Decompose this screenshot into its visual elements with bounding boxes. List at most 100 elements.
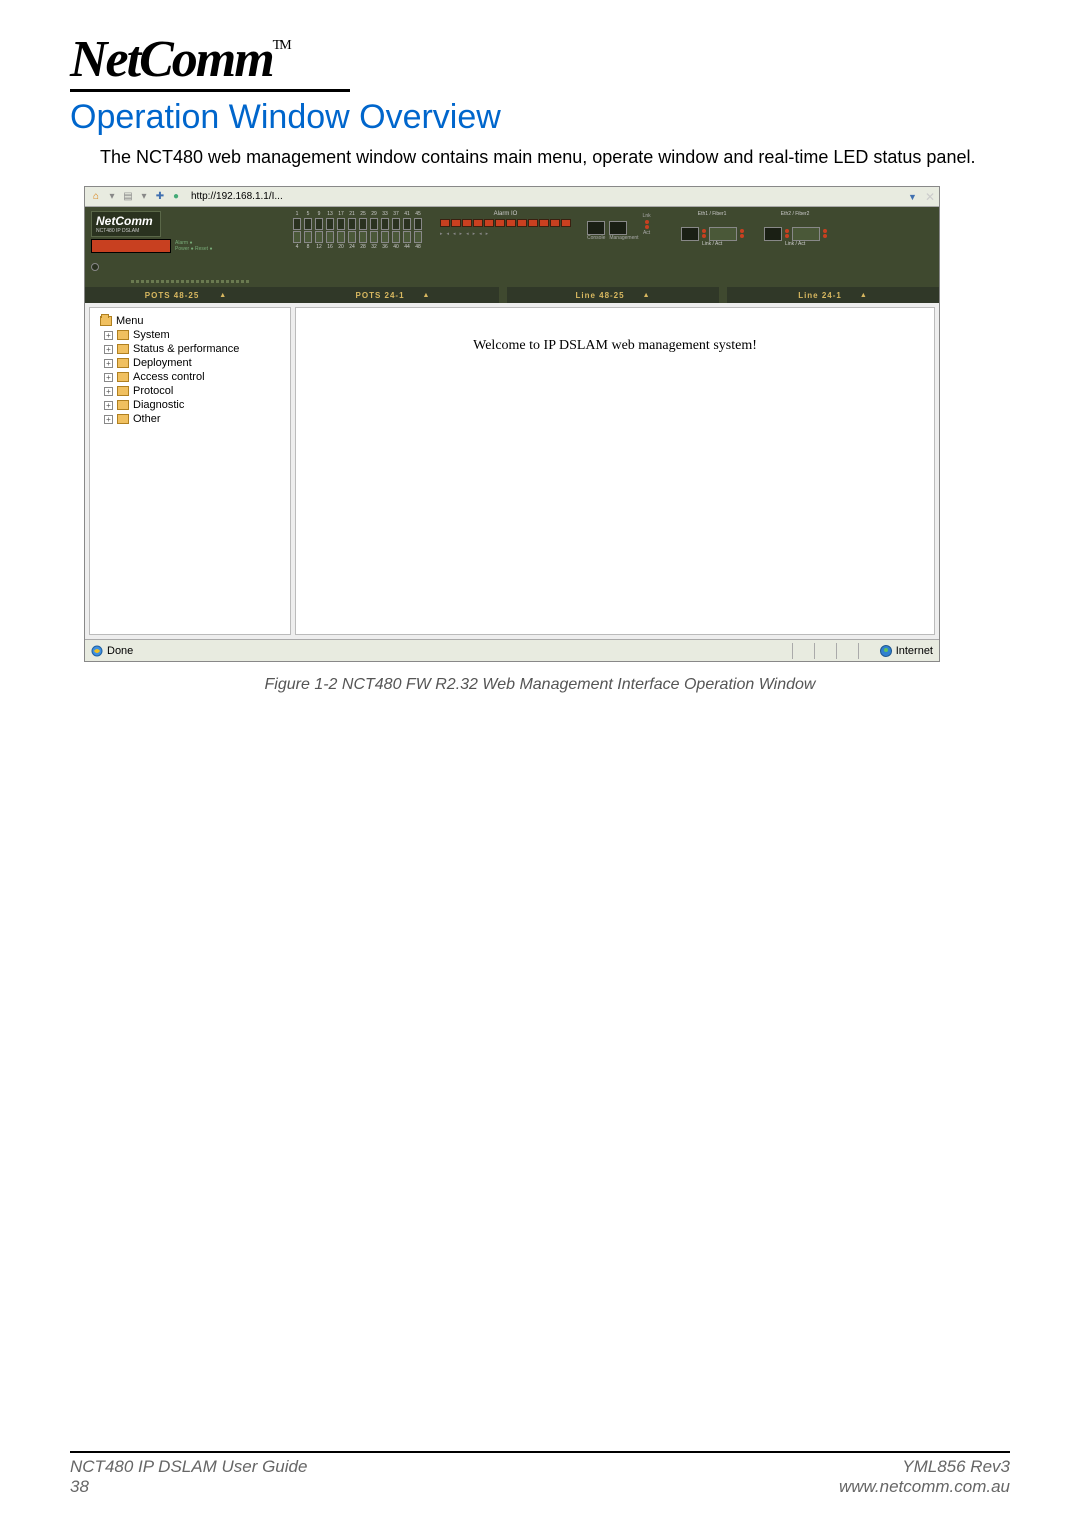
eth1-port bbox=[681, 227, 699, 241]
footer-url: www.netcomm.com.au bbox=[839, 1477, 1010, 1497]
folder-icon bbox=[117, 414, 129, 424]
fiber1-section: Eth1 / Fiber1 Link / Act bbox=[681, 211, 744, 299]
console-port bbox=[587, 221, 605, 235]
expand-icon[interactable]: + bbox=[104, 359, 113, 368]
lnk-led bbox=[645, 220, 649, 224]
fiber1-port bbox=[709, 227, 737, 241]
expand-icon[interactable]: + bbox=[104, 331, 113, 340]
expand-icon[interactable]: + bbox=[104, 373, 113, 382]
address-bar: ⌂ ▾ ▤ ▾ ✚ ● http://192.168.1.1/I... ▼ ✕ bbox=[85, 187, 939, 207]
folder-icon bbox=[117, 386, 129, 396]
browser-window: ⌂ ▾ ▤ ▾ ✚ ● http://192.168.1.1/I... ▼ ✕ … bbox=[84, 186, 940, 662]
console-label: Console bbox=[587, 235, 605, 241]
menu-root[interactable]: Menu bbox=[94, 314, 286, 328]
pots-tab-left: POTS 48-25▲ bbox=[85, 287, 287, 303]
pots-dots bbox=[131, 280, 249, 283]
management-ports: Console Management Lnk Act bbox=[587, 211, 651, 299]
port-grid: 1458912131617202124252829323336374041444… bbox=[293, 211, 422, 299]
tab-line24: Line 24-1▲ bbox=[727, 287, 939, 303]
expand-icon[interactable]: + bbox=[104, 387, 113, 396]
menu-item-deployment[interactable]: + Deployment bbox=[94, 356, 286, 370]
menu-item-diagnostic[interactable]: + Diagnostic bbox=[94, 398, 286, 412]
status-bar-graphic bbox=[91, 239, 171, 253]
folder-open-icon bbox=[100, 316, 112, 326]
footer-title: NCT480 IP DSLAM User Guide bbox=[70, 1457, 307, 1477]
menu-item-status-performance[interactable]: + Status & performance bbox=[94, 342, 286, 356]
intro-text: The NCT480 web management window contain… bbox=[100, 147, 1010, 168]
alarm-row bbox=[440, 219, 571, 227]
status-zone: Internet bbox=[896, 645, 933, 657]
print-icon[interactable]: ✚ bbox=[153, 190, 167, 204]
welcome-text: Welcome to IP DSLAM web management syste… bbox=[473, 338, 757, 353]
figure-caption: Figure 1-2 NCT480 FW R2.32 Web Managemen… bbox=[70, 676, 1010, 694]
status-done: Done bbox=[107, 645, 133, 657]
menu-item-label: Access control bbox=[133, 371, 205, 383]
mgmt-label: Management bbox=[609, 235, 638, 241]
right-tabs: POTS 24-1▲ Line 48-25▲ Line 24-1▲ bbox=[287, 287, 939, 303]
eth2-port bbox=[764, 227, 782, 241]
led-right-section: 1458912131617202124252829323336374041444… bbox=[287, 207, 939, 303]
menu-tree: Menu + System + Status & performance + Deploy… bbox=[89, 307, 291, 635]
main-area: Menu + System + Status & performance + Deploy… bbox=[85, 303, 939, 639]
menu-item-label: Deployment bbox=[133, 357, 192, 369]
folder-icon bbox=[117, 400, 129, 410]
menu-item-access-control[interactable]: + Access control bbox=[94, 370, 286, 384]
menu-root-label: Menu bbox=[116, 315, 144, 327]
tab-pots24: POTS 24-1▲ bbox=[287, 287, 499, 303]
status-bar: Done Internet bbox=[85, 639, 939, 661]
device-brand: NetComm bbox=[96, 214, 156, 228]
toolbar-dropdown-icon[interactable]: ▼ bbox=[908, 192, 917, 202]
fiber2-section: Eth2 / Fiber2 Link / Act bbox=[764, 211, 827, 299]
alarm-io-section: Alarm IO ▸◂◂▸◂▸◂▸ bbox=[440, 211, 571, 299]
url-text[interactable]: http://192.168.1.1/I... bbox=[191, 191, 283, 202]
expand-icon[interactable]: + bbox=[104, 415, 113, 424]
footer-page-num: 38 bbox=[70, 1477, 307, 1497]
folder-icon bbox=[117, 330, 129, 340]
page-footer: NCT480 IP DSLAM User Guide 38 YML856 Rev… bbox=[70, 1451, 1010, 1497]
folder-icon bbox=[117, 372, 129, 382]
footer-left: NCT480 IP DSLAM User Guide 38 bbox=[70, 1457, 307, 1497]
fiber2-port bbox=[792, 227, 820, 241]
folder-icon bbox=[117, 344, 129, 354]
reset-hole bbox=[91, 263, 99, 271]
linkact1-label: Link / Act bbox=[681, 241, 744, 247]
footer-right: YML856 Rev3 www.netcomm.com.au bbox=[839, 1457, 1010, 1497]
mgmt-port bbox=[609, 221, 627, 235]
device-model: NCT480 IP DSLAM bbox=[96, 228, 156, 234]
led-left-section: NetComm NCT480 IP DSLAM Alarm ● Power ● … bbox=[85, 207, 287, 303]
brand-logo: NetCommTM bbox=[70, 30, 1010, 89]
folder-icon bbox=[117, 358, 129, 368]
feed-icon[interactable]: ▤ bbox=[121, 190, 135, 204]
expand-icon[interactable]: + bbox=[104, 401, 113, 410]
tab-line48: Line 48-25▲ bbox=[507, 287, 719, 303]
linkact2-label: Link / Act bbox=[764, 241, 827, 247]
act-led bbox=[645, 225, 649, 229]
menu-item-protocol[interactable]: +Protocol bbox=[94, 384, 286, 398]
footer-rev: YML856 Rev3 bbox=[839, 1457, 1010, 1477]
logo-text: NetComm bbox=[70, 31, 273, 88]
dropdown-icon-2[interactable]: ▾ bbox=[137, 190, 151, 204]
ie-icon bbox=[91, 645, 103, 657]
page-icon: ● bbox=[169, 190, 183, 204]
content-area: Welcome to IP DSLAM web management syste… bbox=[295, 307, 935, 635]
menu-item-label: Other bbox=[133, 413, 161, 425]
screenshot: ⌂ ▾ ▤ ▾ ✚ ● http://192.168.1.1/I... ▼ ✕ … bbox=[84, 186, 1010, 662]
close-icon[interactable]: ✕ bbox=[925, 190, 935, 204]
menu-item-label: Diagnostic bbox=[133, 399, 184, 411]
alarm-io-label: Alarm IO bbox=[440, 211, 571, 217]
menu-item-label: Status & performance bbox=[133, 343, 239, 355]
device-brand-box: NetComm NCT480 IP DSLAM bbox=[91, 211, 161, 237]
menu-item-other[interactable]: + Other bbox=[94, 412, 286, 426]
page-heading: Operation Window Overview bbox=[70, 98, 1010, 137]
act-label: Act bbox=[643, 230, 651, 236]
led-status-panel: NetComm NCT480 IP DSLAM Alarm ● Power ● … bbox=[85, 207, 939, 303]
home-icon[interactable]: ⌂ bbox=[89, 190, 103, 204]
logo-tm: TM bbox=[273, 38, 290, 53]
dropdown-icon[interactable]: ▾ bbox=[105, 190, 119, 204]
logo-underline bbox=[70, 89, 350, 92]
menu-item-label: System bbox=[133, 329, 170, 341]
globe-icon bbox=[880, 645, 892, 657]
menu-item-system[interactable]: + System bbox=[94, 328, 286, 342]
expand-icon[interactable]: + bbox=[104, 345, 113, 354]
status-leds: Alarm ● Power ● Reset ● bbox=[175, 240, 212, 252]
